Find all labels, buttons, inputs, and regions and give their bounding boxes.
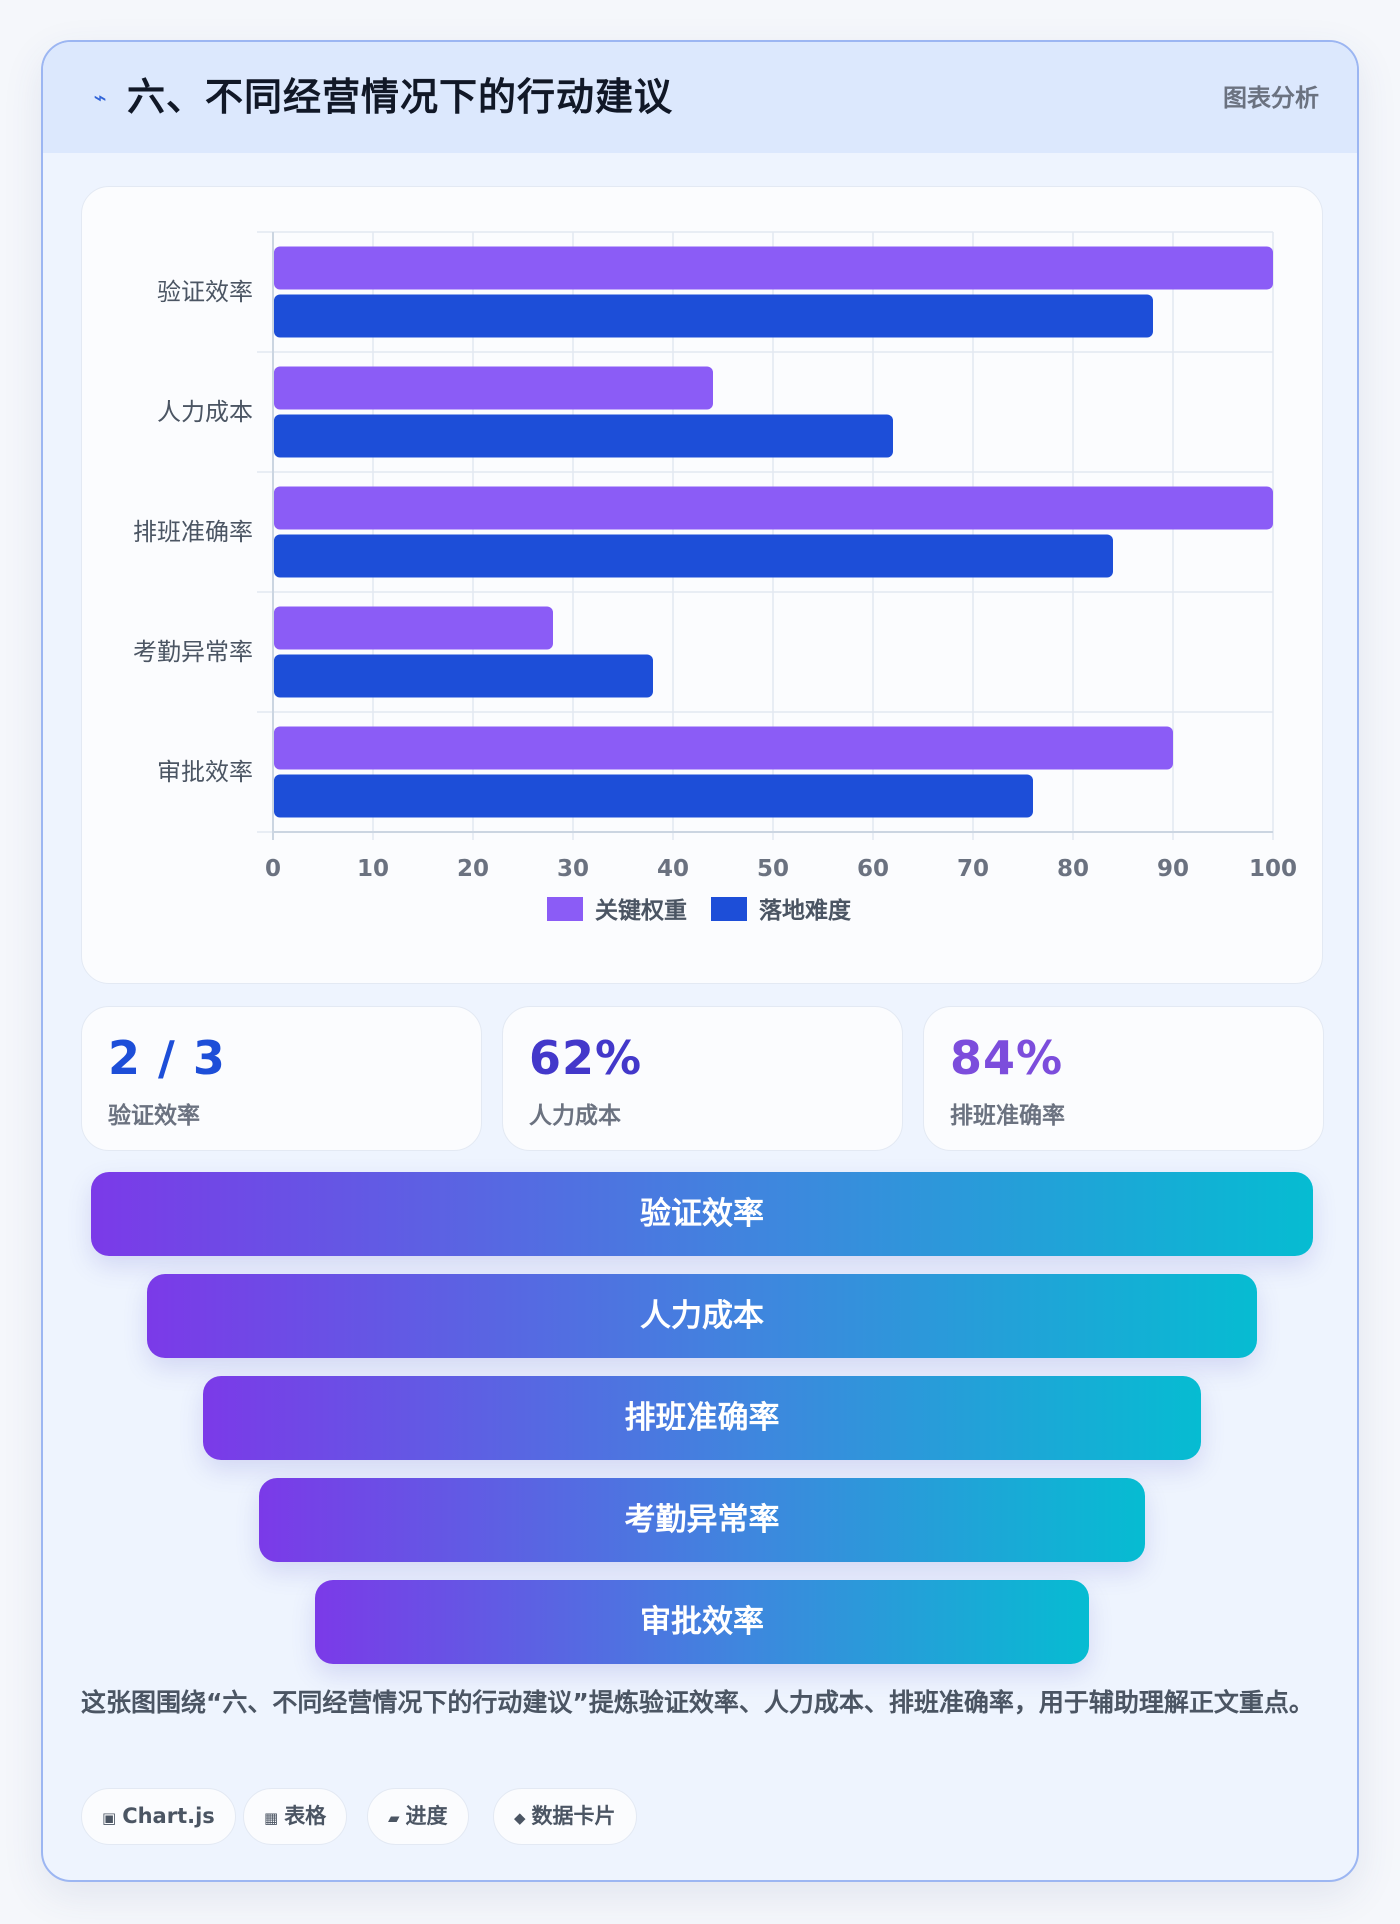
funnel-step-3: 排班准确率: [203, 1376, 1201, 1460]
card-title: 六、不同经营情况下的行动建议: [127, 75, 674, 119]
bar-difficulty: [274, 294, 1153, 338]
x-tick-label: 0: [265, 856, 281, 882]
x-tick-label: 60: [857, 856, 889, 882]
legend-label: 关键权重: [595, 897, 687, 924]
tag-label: 表格: [284, 1804, 327, 1828]
tag-progress[interactable]: ▰ 进度: [367, 1788, 469, 1845]
y-tick-label: 验证效率: [157, 278, 253, 306]
tag-label: Chart.js: [122, 1804, 215, 1828]
chart-icon: ▣: [102, 1809, 117, 1827]
bar-difficulty: [274, 774, 1033, 818]
legend-swatch: [547, 897, 583, 921]
tag-data-card[interactable]: ◆ 数据卡片: [493, 1788, 637, 1845]
stat-card-3: 84% 排班准确率: [923, 1006, 1324, 1151]
x-tick-label: 40: [657, 856, 689, 882]
diamond-icon: ◆: [514, 1809, 526, 1827]
x-tick-label: 70: [957, 856, 989, 882]
y-tick-label: 考勤异常率: [133, 638, 253, 666]
funnel-step-1: 验证效率: [91, 1172, 1313, 1256]
bar-weight: [274, 606, 553, 650]
bar-difficulty: [274, 654, 653, 698]
stat-card-2: 62% 人力成本: [502, 1006, 903, 1151]
bar-chart: 0 10 20 30 40 50 60 70 80 90 100 验证效率人力成本排班准确率考勤异常率…: [133, 231, 1297, 924]
bar-difficulty: [274, 414, 893, 458]
tag-label: 数据卡片: [531, 1804, 616, 1828]
funnel-step-4: 考勤异常率: [259, 1478, 1145, 1562]
bar-weight: [274, 246, 1273, 290]
progress-icon: ▰: [388, 1809, 400, 1827]
x-tick-label: 80: [1057, 856, 1089, 882]
y-tick-label: 人力成本: [157, 398, 253, 426]
stat-value: 84%: [950, 1031, 1064, 1085]
bar-chart-panel: 0 10 20 30 40 50 60 70 80 90 100 验证效率人力成本排班准确率考勤异常率…: [81, 186, 1323, 984]
tag-label: 进度: [405, 1804, 448, 1828]
x-tick-label: 20: [457, 856, 489, 882]
tag-chartjs[interactable]: ▣ Chart.js: [81, 1788, 236, 1845]
stat-label: 排班准确率: [950, 1103, 1065, 1129]
bar-difficulty: [274, 534, 1113, 578]
bar-weight: [274, 486, 1273, 530]
card-header: ⌁ 六、不同经营情况下的行动建议 图表分析: [43, 42, 1357, 153]
stat-value: 62%: [529, 1031, 643, 1085]
y-tick-label: 审批效率: [157, 758, 253, 786]
stat-value: 2 / 3: [108, 1031, 226, 1085]
funnel-step-5: 审批效率: [315, 1580, 1089, 1664]
stat-label: 人力成本: [529, 1103, 621, 1129]
chart-card: ⌁ 六、不同经营情况下的行动建议 图表分析 0 10 20 30 40 50 60 70 80 9…: [41, 40, 1359, 1882]
lightning-icon: ⌁: [93, 86, 107, 111]
stat-label: 验证效率: [108, 1103, 200, 1129]
x-tick-label: 90: [1157, 856, 1189, 882]
x-tick-label: 100: [1249, 856, 1297, 882]
stat-card-1: 2 / 3 验证效率: [81, 1006, 482, 1151]
x-tick-label: 10: [357, 856, 389, 882]
bar-weight: [274, 726, 1173, 770]
legend-swatch: [711, 897, 747, 921]
chart-description: 这张图围绕“六、不同经营情况下的行动建议”提炼验证效率、人力成本、排班准确率，用…: [81, 1688, 1314, 1717]
funnel-step-2: 人力成本: [147, 1274, 1257, 1358]
x-tick-label: 50: [757, 856, 789, 882]
legend-label: 落地难度: [759, 897, 852, 924]
bar-weight: [274, 366, 713, 410]
y-tick-label: 排班准确率: [133, 518, 253, 546]
x-tick-label: 30: [557, 856, 589, 882]
table-icon: ▦: [264, 1809, 279, 1827]
tag-table[interactable]: ▦ 表格: [243, 1788, 348, 1845]
chart-analysis-label: 图表分析: [1223, 84, 1319, 112]
